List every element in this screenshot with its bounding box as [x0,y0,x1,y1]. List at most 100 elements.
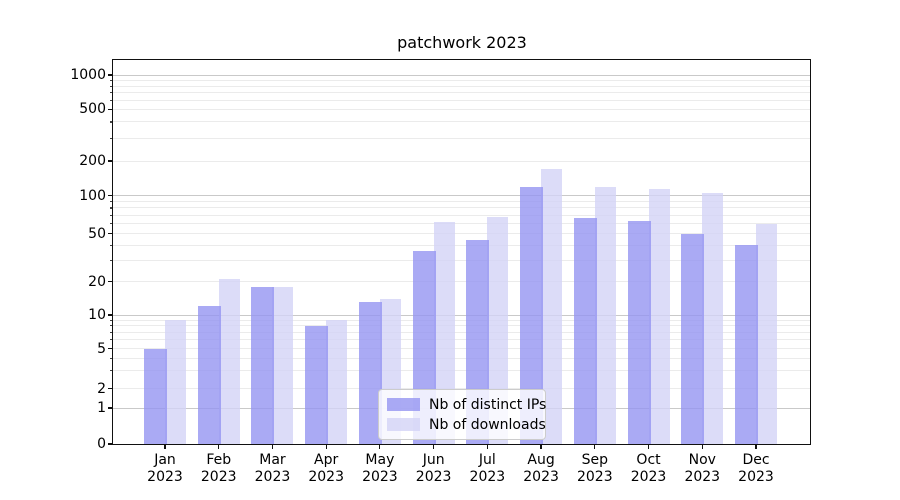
bar-downloads-feb [218,278,240,444]
y-minor-tick-mark [110,357,113,359]
gridline-minor [113,99,810,101]
gridline-minor [113,339,810,341]
y-minor-tick-mark [110,319,113,321]
x-tick-mark [755,445,757,449]
x-tick-label: May 2023 [362,452,398,485]
x-tick-mark [701,445,703,449]
gridline-minor [113,79,810,81]
y-tick-mark [108,74,113,76]
x-tick-mark [433,445,435,449]
y-tick-label: 0 [97,436,106,452]
y-minor-tick-mark [110,223,113,225]
x-tick-mark [379,445,381,449]
x-tick-label: Jun 2023 [415,452,452,485]
legend-item-downloads: Nb of downloads [387,417,546,433]
x-tick-label: Feb 2023 [200,452,237,485]
bar-downloads-jul [487,216,509,444]
gridline-minor [113,370,810,372]
bar-downloads-oct [648,188,670,444]
gridline-minor [113,388,810,389]
gridline-minor [113,281,810,282]
y-tick-mark [108,407,113,409]
bar-downloads-aug [541,169,563,444]
legend-label-downloads: Nb of downloads [429,416,546,433]
y-minor-tick-mark [110,388,113,390]
y-minor-tick-mark [110,121,113,123]
gridline-minor [113,233,810,234]
bar-distinct-ips-feb [197,306,221,444]
bar-distinct-ips-nov [681,233,705,444]
bar-distinct-ips-apr [305,325,329,444]
legend-swatch-distinct-ips [387,398,420,411]
x-tick-label: Aug 2023 [523,452,559,485]
x-tick-label: Apr 2023 [308,452,344,485]
x-tick-label: Dec 2023 [738,452,774,485]
x-tick-mark [271,445,274,449]
bar-downloads-nov [702,193,724,444]
y-tick-label: 2 [97,380,106,397]
x-tick-label: Sep 2023 [576,452,613,485]
y-minor-tick-mark [110,214,113,216]
chart-title: patchwork 2023 [397,33,527,52]
gridline-minor [113,92,810,94]
gridline-major [113,74,810,76]
y-tick-label: 200 [79,153,106,169]
y-minor-tick-mark [110,370,113,372]
x-tick-label: Oct 2023 [630,452,667,485]
y-minor-tick-mark [110,137,113,139]
y-minor-tick-mark [110,200,113,203]
y-minor-tick-mark [110,244,113,246]
x-tick-label: Jan 2023 [147,452,183,485]
gridline-minor [113,223,810,225]
gridline-minor [113,357,810,359]
gridline-minor [113,121,810,123]
gridline-minor [113,325,810,327]
x-tick-mark [486,445,488,449]
x-tick-label: Mar 2023 [254,452,291,485]
y-minor-tick-mark [110,92,113,94]
y-tick-mark [108,195,113,197]
x-tick-label: Nov 2023 [684,452,721,485]
bar-downloads-sep [594,186,616,444]
bar-distinct-ips-jan [144,348,167,444]
bar-downloads-apr [326,320,348,444]
bar-downloads-jan [165,320,186,444]
bar-downloads-mar [272,286,294,444]
gridline-minor [113,160,810,162]
x-tick-mark [164,445,166,449]
y-tick-label: 100 [79,187,106,204]
y-minor-tick-mark [110,79,113,81]
x-tick-mark [218,445,220,449]
y-minor-tick-mark [110,259,113,261]
gridline-major [113,195,810,197]
bar-distinct-ips-aug [520,187,544,444]
x-tick-mark [540,445,542,449]
y-minor-tick-mark [110,233,113,235]
gridline-minor [113,319,810,321]
y-minor-tick-mark [110,99,113,101]
gridline-minor [113,244,810,246]
bar-distinct-ips-dec [734,245,758,444]
gridline-minor [113,207,810,209]
y-tick-label: 1 [97,400,106,416]
bar-distinct-ips-oct [627,220,651,444]
gridline-minor [113,259,810,261]
y-tick-label: 10 [88,307,106,323]
bar-downloads-jun [433,221,455,444]
y-minor-tick-mark [110,207,113,209]
y-tick-label: 20 [88,273,106,290]
y-minor-tick-mark [110,108,113,110]
y-minor-tick-mark [110,339,113,341]
y-tick-label: 5 [97,340,106,357]
legend: Nb of distinct IPs Nb of downloads [378,389,546,440]
y-tick-label: 500 [79,101,106,118]
y-tick-mark [108,443,113,445]
x-tick-mark [594,445,596,449]
y-tick-label: 50 [88,225,106,242]
gridline-minor [113,200,810,202]
legend-swatch-downloads [387,418,420,431]
x-tick-label: Jul 2023 [469,452,506,485]
gridline-minor [113,348,810,349]
